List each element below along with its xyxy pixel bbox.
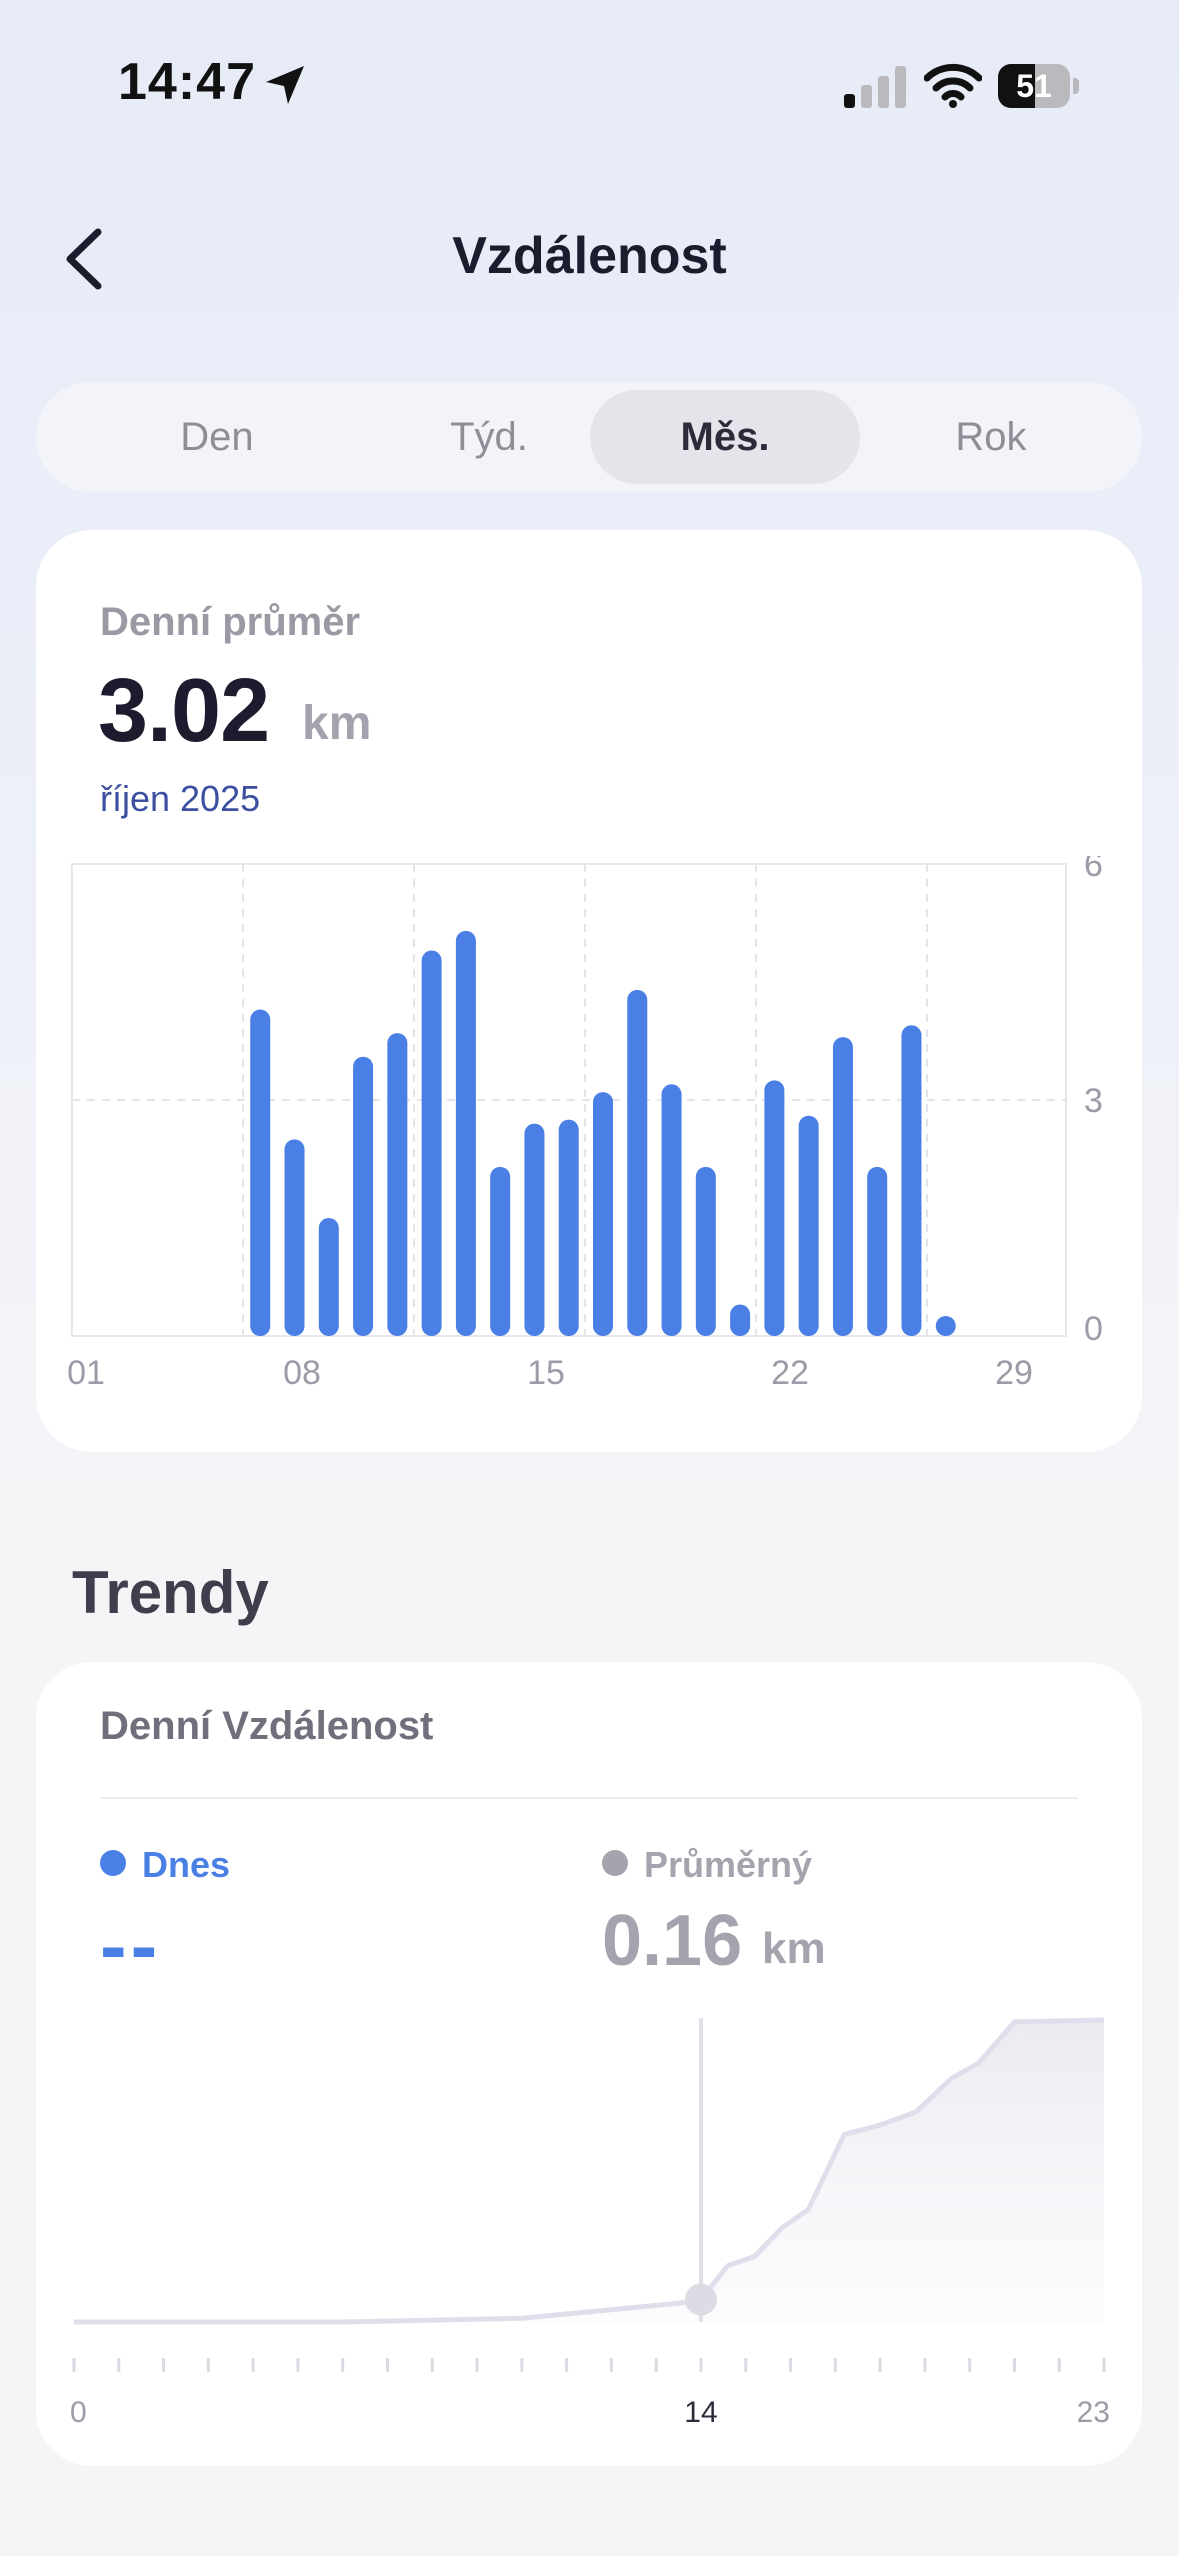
- legend-average: Průměrný: [602, 1844, 812, 1886]
- location-arrow-icon: [266, 66, 304, 104]
- daily-average-unit: km: [302, 697, 372, 750]
- current-hour-marker: [684, 2283, 717, 2316]
- bar-10: [421, 950, 442, 1336]
- legend-average-label: Průměrný: [644, 1844, 813, 1885]
- bar-11: [455, 930, 476, 1336]
- tab-week[interactable]: Týd.: [450, 415, 528, 459]
- hour-label: 14: [684, 2396, 717, 2429]
- today-dot-icon: [100, 1850, 126, 1876]
- bar-9: [387, 1033, 408, 1336]
- today-value: --: [100, 1901, 162, 1990]
- bar-23: [867, 1166, 888, 1336]
- bar-6: [284, 1139, 305, 1336]
- y-tick-label: 6: [1084, 856, 1103, 884]
- bar-19: [730, 1304, 751, 1336]
- daily-distance-trend-card: [36, 1662, 1142, 2466]
- bar-16: [627, 989, 648, 1336]
- average-line: [74, 2017, 1105, 2325]
- battery-icon: 51: [998, 64, 1080, 108]
- bar-5: [250, 1009, 271, 1336]
- bar-22: [832, 1037, 853, 1336]
- cumulative-trend-chart: 0 14 23: [70, 2017, 1110, 2429]
- bar-14: [558, 1119, 579, 1336]
- divider: [100, 1797, 1078, 1799]
- monthly-distance-card: [36, 530, 1142, 1452]
- distance-bar-chart: 6 3 0 01 08 15 22 29: [67, 856, 1103, 1392]
- cellular-signal-icon: [844, 66, 906, 108]
- back-button[interactable]: [58, 226, 112, 292]
- bar-21: [798, 1115, 819, 1336]
- average-area: [74, 2020, 1104, 2322]
- x-tick-label: 29: [995, 1354, 1033, 1392]
- tab-day[interactable]: Den: [180, 415, 254, 459]
- y-tick-label: 0: [1084, 1310, 1103, 1348]
- hour-label: 0: [70, 2396, 87, 2429]
- bar-24: [901, 1025, 922, 1336]
- daily-average-label: Denní průměr: [100, 600, 361, 644]
- bar-20: [764, 1080, 785, 1336]
- average-unit: km: [762, 1924, 826, 1973]
- status-time: 14:47: [118, 53, 256, 111]
- hour-label: 23: [1077, 2396, 1110, 2429]
- page-title: Vzdálenost: [452, 227, 727, 285]
- bar-7: [318, 1218, 339, 1336]
- bar-8: [353, 1056, 374, 1336]
- bar-18: [695, 1166, 716, 1336]
- x-tick-label: 15: [527, 1354, 565, 1392]
- legend-today-label: Dnes: [142, 1844, 231, 1885]
- trend-card-title: Denní Vzdálenost: [100, 1704, 434, 1748]
- average-value: 0.16: [602, 1901, 743, 1981]
- bar-25: [935, 1316, 956, 1336]
- period-segmented-control: Den Týd. Měs. Rok: [36, 382, 1142, 492]
- bar-17: [661, 1084, 682, 1336]
- daily-average-value: 3.02: [98, 661, 270, 761]
- period-label: říjen 2025: [100, 778, 261, 819]
- y-tick-label: 3: [1084, 1082, 1103, 1120]
- bar-13: [524, 1123, 545, 1336]
- x-tick-label: 08: [283, 1354, 321, 1392]
- battery-level: 51: [1016, 68, 1052, 104]
- trends-heading: Trendy: [72, 1559, 269, 1626]
- x-tick-label: 22: [771, 1354, 809, 1392]
- bar-15: [593, 1092, 613, 1336]
- tab-month[interactable]: Měs.: [590, 390, 860, 484]
- average-dot-icon: [602, 1850, 628, 1876]
- wifi-icon: [924, 63, 982, 108]
- tab-year[interactable]: Rok: [955, 415, 1027, 459]
- bar-12: [490, 1166, 511, 1336]
- legend-today: Dnes: [100, 1844, 230, 1886]
- x-tick-label: 01: [67, 1354, 105, 1392]
